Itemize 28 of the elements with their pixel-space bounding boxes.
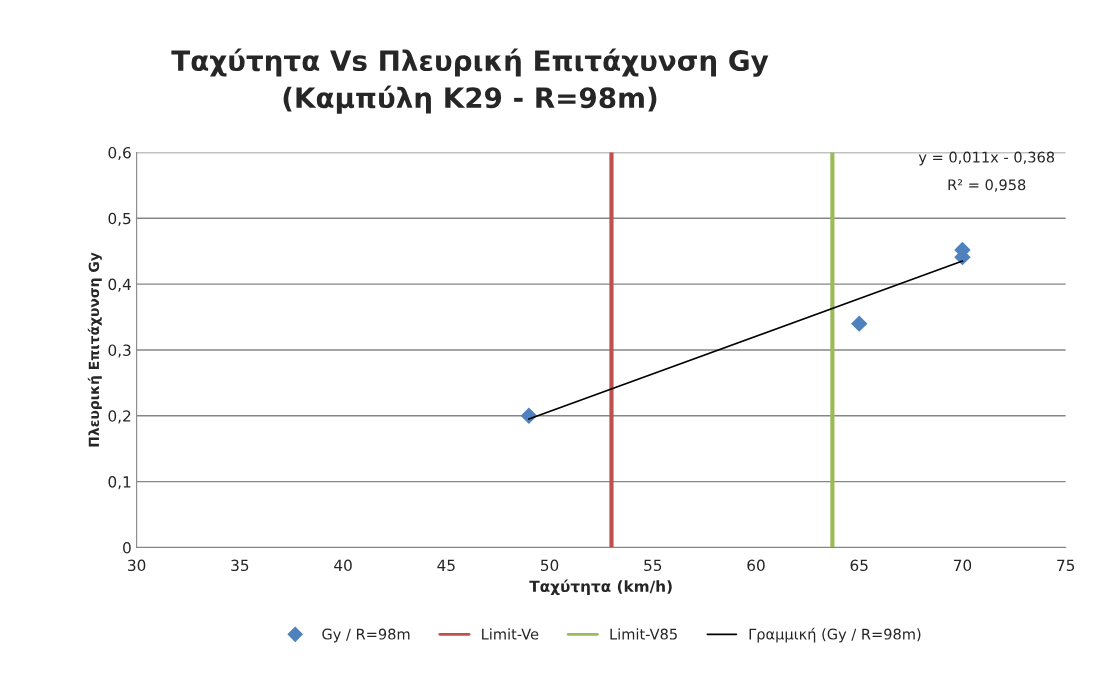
y-tick-label: 0,2 — [108, 410, 131, 424]
x-tick-label: 45 — [437, 559, 455, 572]
x-tick-label: 35 — [231, 559, 249, 572]
y-tick-label: 0,3 — [108, 344, 131, 358]
annotation: R² = 0,958 — [948, 179, 1026, 192]
y-tick-label: 0,4 — [108, 278, 131, 292]
legend-label: Limit-V85 — [610, 628, 677, 640]
point — [520, 407, 538, 425]
y-axis-title: Πλευρική Επιτάχυνση Gy — [87, 252, 102, 447]
y-tick-label: 0,6 — [108, 146, 131, 161]
x-tick-label: 55 — [644, 559, 662, 572]
y-tick-label: 0 — [123, 541, 131, 554]
x-tick-label: 60 — [747, 559, 765, 572]
x-tick-label: 40 — [334, 559, 352, 572]
chart-title: Ταχύτητα Vs Πλευρική Επιτάχυνση Gy (Καμπύλη Κ29 - R=98m) — [171, 48, 769, 114]
legend-label: Gy / R=98m — [322, 628, 410, 643]
annotation: y = 0,011x - 0,368 — [918, 151, 1055, 166]
x-tick-label: 65 — [850, 559, 868, 572]
x-tick-label: 30 — [128, 559, 146, 572]
y-tick-label: 0,5 — [108, 212, 131, 226]
point — [851, 315, 868, 332]
y-tick-label: 0,1 — [108, 476, 131, 490]
legend-label: Limit-Ve — [482, 628, 539, 640]
x-tick-label: 70 — [953, 559, 972, 572]
x-tick-label: 75 — [1057, 559, 1075, 572]
x-tick-label: 50 — [540, 559, 559, 572]
x-axis-title: Ταχύτητα (km/h) — [529, 579, 672, 596]
legend-label: Γραμμική (Gy / R=98m) — [749, 627, 921, 643]
